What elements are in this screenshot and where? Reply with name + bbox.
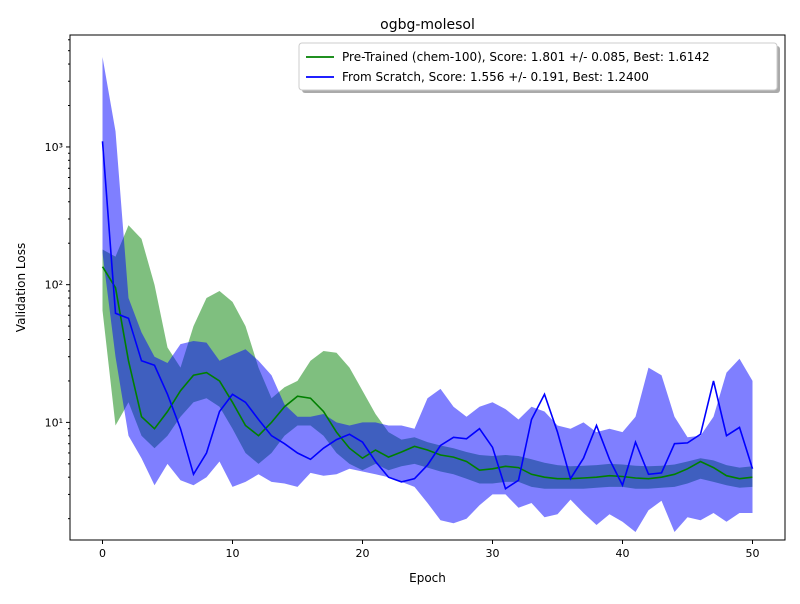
legend-label-0: Pre-Trained (chem-100), Score: 1.801 +/-… xyxy=(342,50,710,64)
y-tick-label: 10¹ xyxy=(45,416,63,429)
y-tick-label: 10² xyxy=(45,279,63,292)
y-axis-label: Validation Loss xyxy=(14,243,28,332)
series-1-band xyxy=(102,57,753,532)
x-tick-label: 50 xyxy=(746,547,760,560)
legend-box xyxy=(298,42,778,91)
x-axis-label: Epoch xyxy=(409,571,446,585)
plot-frame xyxy=(69,34,786,541)
series-lines xyxy=(101,141,754,490)
x-tick-label: 20 xyxy=(356,547,370,560)
legend-label-1: From Scratch, Score: 1.556 +/- 0.191, Be… xyxy=(342,70,649,84)
series-1-line xyxy=(101,141,754,490)
y-axis: 10¹ 10² 10³ xyxy=(45,39,70,520)
chart-title: ogbg-molesol xyxy=(380,17,475,33)
y-tick-label: 10³ xyxy=(45,141,63,154)
legend: Pre-Trained (chem-100), Score: 1.801 +/-… xyxy=(298,42,780,93)
x-tick-label: 30 xyxy=(486,547,500,560)
series-0-line xyxy=(101,266,753,480)
x-axis: 0 10 20 30 40 50 xyxy=(99,540,760,560)
confidence-bands xyxy=(102,57,753,532)
x-tick-label: 40 xyxy=(616,547,630,560)
x-tick-label: 10 xyxy=(226,547,240,560)
x-tick-label: 0 xyxy=(99,547,106,560)
